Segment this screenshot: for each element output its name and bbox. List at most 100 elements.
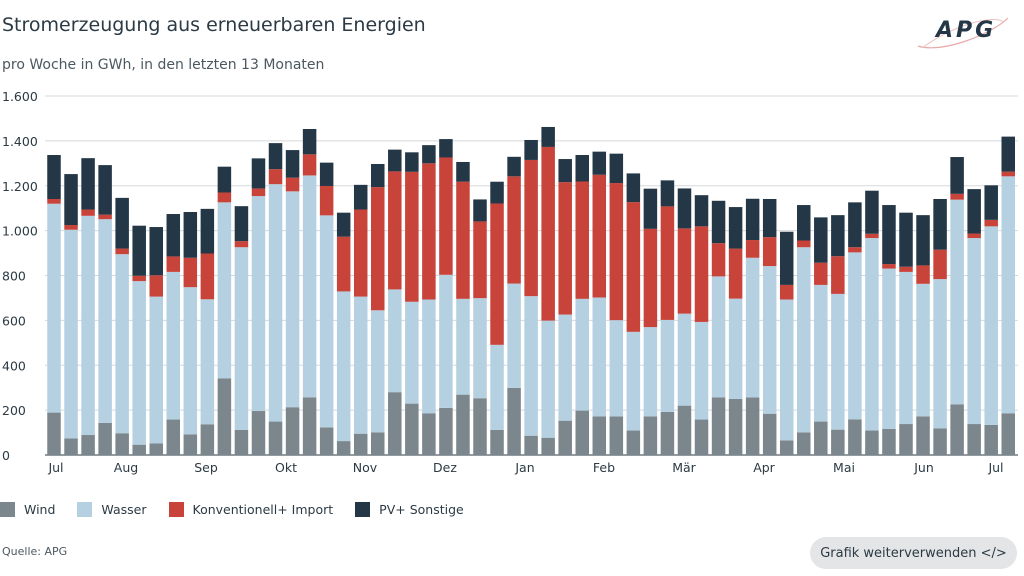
- bar-segment-konventionell-import: [711, 243, 726, 277]
- bar-segment-konventionell-import: [234, 241, 249, 248]
- y-tick-label: 400: [2, 358, 26, 373]
- bar-segment-wind: [166, 419, 181, 455]
- bar-segment-konventionell-import: [779, 284, 794, 300]
- bar-segment-wasser: [234, 247, 249, 430]
- bar-segment-pv-sonstige: [507, 156, 521, 177]
- bar-segment-wasser: [388, 289, 402, 393]
- x-tick-label: Aug: [114, 460, 138, 475]
- bar-segment-wind: [848, 419, 862, 455]
- bar-segment-wasser: [302, 175, 317, 398]
- legend-label: Wind: [24, 502, 56, 517]
- bar-segment-wind: [1001, 413, 1015, 455]
- x-tick-label: Jun: [913, 460, 934, 475]
- bar-segment-wind: [609, 416, 624, 455]
- x-tick-label: Apr: [753, 460, 775, 475]
- bar-segment-pv-sonstige: [865, 190, 879, 234]
- bar-segment-pv-sonstige: [643, 188, 658, 229]
- bar-segment-pv-sonstige: [660, 180, 675, 207]
- bar-segment-konventionell-import: [371, 187, 385, 311]
- bar-segment-wasser: [251, 196, 266, 412]
- bar-segment-konventionell-import: [592, 174, 607, 298]
- bar-segment-pv-sonstige: [779, 231, 794, 285]
- bar-segment-pv-sonstige: [473, 199, 487, 222]
- bar-segment-pv-sonstige: [422, 145, 436, 164]
- bar-segment-pv-sonstige: [814, 217, 828, 263]
- reuse-graphic-button[interactable]: Grafik weiterverwenden </>: [810, 537, 1017, 569]
- bar-segment-pv-sonstige: [916, 215, 930, 266]
- bar-segment-pv-sonstige: [711, 200, 726, 244]
- x-tick-label: Sep: [194, 460, 218, 475]
- bar-segment-pv-sonstige: [64, 174, 78, 226]
- bar-segment-konventionell-import: [558, 182, 572, 315]
- bar-segment-pv-sonstige: [1001, 136, 1015, 172]
- bar-segment-wind: [677, 405, 692, 455]
- y-tick-label: 0: [2, 448, 10, 463]
- bar-segment-pv-sonstige: [251, 158, 266, 189]
- bar-segment-wasser: [115, 254, 129, 434]
- bar-segment-konventionell-import: [762, 237, 777, 267]
- bar-segment-wasser: [132, 281, 146, 445]
- bar-segment-konventionell-import: [115, 248, 129, 255]
- bar-segment-wind: [183, 434, 198, 455]
- bar-segment-wind: [217, 378, 232, 455]
- bar-segment-wind: [933, 428, 947, 455]
- bar-segment-pv-sonstige: [728, 207, 743, 249]
- bar-segment-wasser: [541, 320, 555, 438]
- bar-segment-pv-sonstige: [524, 139, 538, 160]
- bar-segment-konventionell-import: [319, 185, 334, 216]
- bar-segment-pv-sonstige: [183, 212, 198, 258]
- bar-segment-wind: [388, 392, 402, 455]
- bar-segment-wind: [660, 411, 675, 455]
- bar-segment-wind: [405, 403, 419, 455]
- x-tick-label: Feb: [593, 460, 615, 475]
- bar-segment-wind: [711, 397, 726, 455]
- x-tick-label: Nov: [353, 460, 378, 475]
- bar-segment-wind: [507, 387, 521, 455]
- bar-segment-wasser: [643, 327, 658, 417]
- bar-segment-wasser: [64, 229, 78, 439]
- y-tick-label: 1.400: [2, 134, 38, 149]
- bar-segment-wasser: [558, 314, 572, 421]
- bar-segment-konventionell-import: [336, 236, 351, 292]
- bar-segment-pv-sonstige: [745, 198, 760, 241]
- bar-segment-konventionell-import: [677, 228, 692, 314]
- bar-segment-pv-sonstige: [490, 181, 504, 204]
- bar-segment-pv-sonstige: [47, 155, 61, 199]
- bar-segment-pv-sonstige: [762, 198, 777, 238]
- bar-segment-pv-sonstige: [439, 139, 453, 158]
- bar-segment-konventionell-import: [643, 228, 658, 328]
- bar-segment-wasser: [592, 297, 607, 417]
- bar-segment-wind: [728, 398, 743, 455]
- bar-segment-wind: [371, 432, 385, 455]
- bar-segment-konventionell-import: [456, 181, 470, 299]
- bar-segment-pv-sonstige: [558, 159, 572, 183]
- stacked-bar-chart: 0 200 400 600 800 1.000 1.200 1.400 1.600 Jul Aug S…: [2, 89, 1018, 475]
- bar-segment-wind: [694, 419, 709, 455]
- bar-segment-konventionell-import: [302, 154, 317, 176]
- bar-segment-konventionell-import: [984, 219, 998, 227]
- bar-segment-pv-sonstige: [456, 161, 470, 182]
- chart-subtitle: pro Woche in GWh, in den letzten 13 Mona…: [2, 57, 325, 73]
- bar-segment-wind: [831, 429, 845, 455]
- legend-swatch: [0, 502, 15, 517]
- bar-segment-pv-sonstige: [149, 227, 163, 276]
- bar-segment-pv-sonstige: [217, 166, 232, 193]
- legend-label: PV+ Sonstige: [379, 502, 464, 517]
- bar-segment-konventionell-import: [694, 226, 709, 322]
- bar-segment-wasser: [81, 215, 95, 436]
- bar-segment-pv-sonstige: [848, 202, 862, 248]
- bar-segment-wasser: [217, 202, 232, 379]
- bar-segment-konventionell-import: [882, 264, 896, 269]
- bar-segment-konventionell-import: [200, 253, 215, 300]
- bar-segment-wind: [916, 416, 930, 455]
- bar-segment-wasser: [285, 191, 300, 408]
- bar-segment-konventionell-import: [1001, 171, 1015, 177]
- bar-segment-pv-sonstige: [302, 128, 317, 155]
- y-tick-label: 600: [2, 313, 26, 328]
- source-note: Quelle: APG: [2, 545, 68, 558]
- bar-segment-konventionell-import: [268, 169, 283, 185]
- bar-segment-wasser: [814, 284, 828, 422]
- bar-segment-pv-sonstige: [353, 184, 368, 210]
- bar-segment-wasser: [47, 203, 61, 413]
- bar-segment-wasser: [967, 238, 981, 425]
